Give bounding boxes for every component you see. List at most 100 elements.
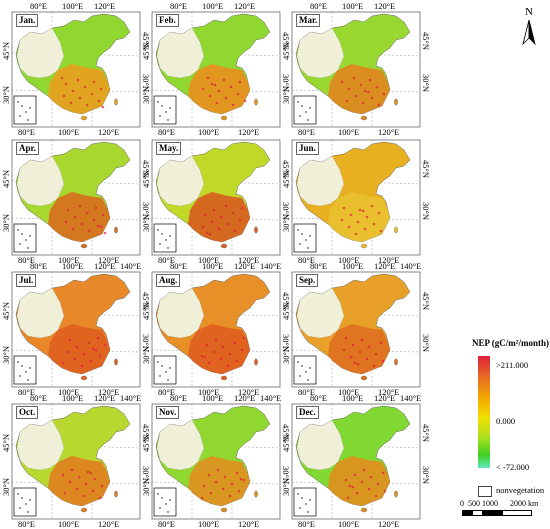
map-panel-sep: Sep. 80°E 100°E 120°E 140°E 80°E 100°E 120°E 45°… <box>281 262 431 397</box>
high-nep-speck <box>342 206 346 210</box>
longitude-tick-bottom: 80°E <box>158 255 176 265</box>
longitude-tick-bottom: 80°E <box>18 387 36 397</box>
longitude-tick-bottom: 100°E <box>338 387 360 397</box>
high-nep-speck <box>213 83 217 87</box>
longitude-tick-top: 80°E <box>30 1 48 11</box>
inset-island <box>157 101 159 103</box>
north-letter: N <box>525 6 533 18</box>
high-nep-speck <box>89 471 93 475</box>
south-region <box>328 64 390 114</box>
china-nep-map <box>291 11 421 128</box>
inset-island <box>19 507 21 509</box>
latitude-tick-right: 45°N <box>421 424 431 443</box>
high-nep-speck <box>206 76 210 80</box>
inset-island <box>25 503 27 505</box>
hainan-island <box>80 507 88 513</box>
high-nep-speck <box>362 468 366 472</box>
nonvegetation-region <box>296 287 345 339</box>
hainan-island <box>360 115 368 121</box>
inset-island <box>21 233 23 235</box>
high-nep-speck <box>212 208 216 212</box>
longitude-tick-top: 80°E <box>310 261 328 271</box>
high-nep-speck <box>87 341 91 345</box>
inset-island <box>17 361 19 363</box>
latitude-tick-left: 30°N <box>1 213 11 232</box>
high-nep-speck <box>210 82 214 86</box>
inset-island <box>305 503 307 505</box>
longitude-tick-top: 80°E <box>170 261 188 271</box>
longitude-tick-bottom: 120°E <box>378 127 400 137</box>
high-nep-speck <box>381 471 385 475</box>
longitude-tick-bottom: 100°E <box>338 255 360 265</box>
legend-min-label: < -72.000 <box>496 462 530 472</box>
inset-island <box>19 375 21 377</box>
inset-island <box>161 105 163 107</box>
hainan-island <box>220 375 228 381</box>
high-nep-speck <box>376 482 380 486</box>
longitude-tick-top: 120°E <box>374 393 396 403</box>
longitude-tick-top: 120°E <box>374 1 396 11</box>
longitude-tick-bottom: 80°E <box>158 519 176 529</box>
high-nep-speck <box>86 470 90 474</box>
china-nep-map <box>151 403 281 520</box>
high-nep-speck <box>93 477 97 481</box>
high-nep-speck <box>64 82 68 86</box>
inset-island <box>27 247 29 249</box>
scale-bar-labels: 0 500 1000 2000 km <box>460 499 538 508</box>
high-nep-speck <box>60 76 64 80</box>
inset-island <box>167 511 169 513</box>
nonvegetation-region <box>16 419 65 471</box>
nonvegetation-region <box>156 27 205 79</box>
inset-island <box>29 499 31 501</box>
south-region <box>188 324 250 374</box>
inset-island <box>21 105 23 107</box>
scale-bar-values: 0 500 1000 2000 <box>460 499 526 508</box>
high-nep-speck <box>73 357 77 361</box>
inset-island <box>157 361 159 363</box>
nonvegetation-region <box>156 287 205 339</box>
hainan-island <box>360 243 368 249</box>
longitude-tick-top: 140°E <box>260 393 282 403</box>
high-nep-speck <box>223 475 227 479</box>
high-nep-speck <box>219 215 223 219</box>
high-nep-speck <box>365 357 369 361</box>
longitude-tick-bottom: 120°E <box>238 255 260 265</box>
high-nep-speck <box>370 204 374 208</box>
inset-island <box>299 243 301 245</box>
hainan-island <box>220 115 228 121</box>
longitude-tick-bottom: 100°E <box>338 519 360 529</box>
high-nep-speck <box>355 491 359 495</box>
longitude-tick-bottom: 100°E <box>58 127 80 137</box>
south-region <box>328 192 390 242</box>
high-nep-speck <box>99 225 103 229</box>
nonvegetation-region <box>156 155 205 207</box>
inset-island <box>161 233 163 235</box>
south-region <box>188 64 250 114</box>
inset-island <box>169 499 171 501</box>
latitude-tick-left: 45°N <box>281 41 291 60</box>
longitude-tick-bottom: 100°E <box>198 255 220 265</box>
high-nep-speck <box>368 78 372 82</box>
inset-island <box>309 367 311 369</box>
high-nep-speck <box>370 96 374 100</box>
map-panel-mar: Mar. 80°E 100°E 120°E 80°E 100°E 120°E 45°N 30°N… <box>281 2 431 137</box>
longitude-tick-top: 140°E <box>400 393 422 403</box>
longitude-tick-top: 120°E <box>234 261 256 271</box>
high-nep-speck <box>77 475 81 479</box>
inset-island <box>299 507 301 509</box>
high-nep-speck <box>202 484 206 488</box>
south-china-sea-inset <box>13 95 37 125</box>
high-nep-speck <box>80 222 84 226</box>
high-nep-speck <box>76 78 80 82</box>
south-region <box>48 64 110 114</box>
inset-island <box>309 107 311 109</box>
latitude-tick-right: 30°N <box>421 74 431 93</box>
high-nep-speck <box>99 87 103 91</box>
taiwan-island <box>394 358 398 366</box>
high-nep-speck <box>66 208 70 212</box>
inset-island <box>305 371 307 373</box>
high-nep-speck <box>231 103 235 107</box>
longitude-tick-top: 100°E <box>62 393 84 403</box>
legend-max-label: >211.000 <box>496 360 529 370</box>
taiwan-island <box>114 226 118 234</box>
